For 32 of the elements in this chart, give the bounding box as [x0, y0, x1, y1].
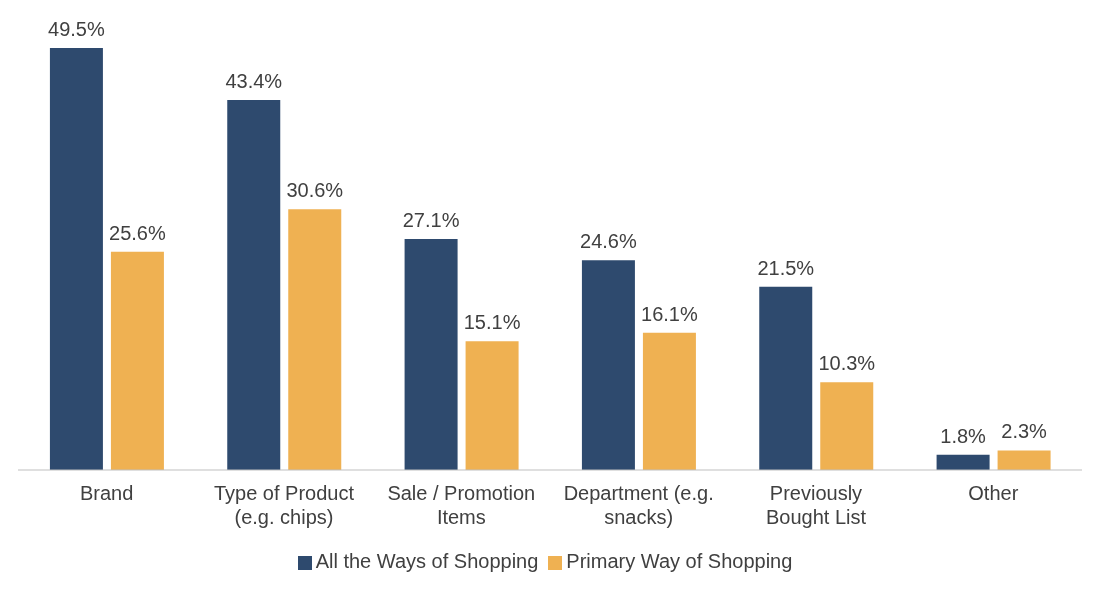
bar	[642, 332, 696, 470]
data-label: 2.3%	[1001, 420, 1048, 443]
data-label: 49.5%	[48, 18, 105, 40]
data-label: 10.3%	[818, 352, 876, 375]
data-label: 24.6%	[580, 230, 637, 253]
legend-label: All the Ways of Shopping	[315, 550, 539, 572]
x-tick-label: Sale / Promotion Items	[387, 482, 536, 528]
bar	[936, 454, 990, 470]
x-tick-label: Other	[968, 482, 1019, 504]
x-tick-label: Type of Product (e.g. chips)	[213, 482, 355, 528]
bar	[110, 251, 164, 470]
data-label: 30.6%	[286, 179, 344, 202]
bar	[581, 260, 635, 470]
bar	[227, 100, 281, 470]
bar	[288, 209, 342, 470]
legend-label: Primary Way of Shopping	[566, 550, 793, 572]
data-label: 27.1%	[402, 208, 460, 231]
x-tick-label: Previously Bought List	[765, 482, 867, 528]
bar	[465, 341, 519, 470]
x-tick-label: Brand	[79, 482, 134, 504]
bar	[404, 238, 458, 470]
data-label: 21.5%	[757, 256, 815, 279]
bar	[49, 48, 103, 470]
bar	[820, 382, 874, 470]
data-label: 16.1%	[641, 302, 698, 325]
bar	[759, 286, 813, 470]
data-label: 1.8%	[940, 424, 987, 447]
data-label: 25.6%	[109, 221, 166, 244]
bar	[997, 450, 1051, 470]
x-tick-label: Department (e.g. snacks)	[563, 482, 714, 528]
data-label: 43.4%	[225, 70, 283, 92]
data-label: 15.1%	[463, 311, 521, 334]
